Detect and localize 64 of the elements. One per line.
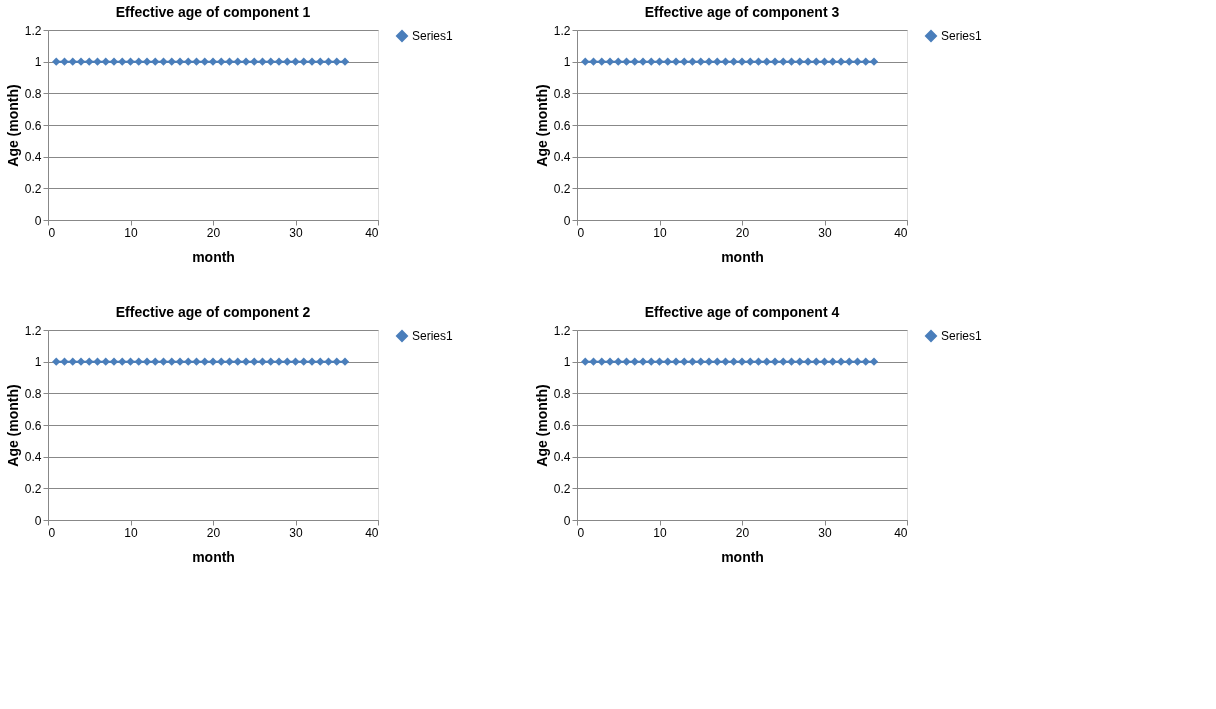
x-tick-label: 30 [818,525,832,540]
y-tick-label: 0.8 [24,86,42,101]
y-tick-label: 0 [34,213,42,228]
x-tick-label: 40 [894,525,908,540]
chart-title: Effective age of component 4 [644,304,840,320]
y-tick-label: 0.6 [553,118,571,133]
legend-label: Series1 [941,29,983,43]
y-tick-label: 1 [563,355,571,370]
y-tick-label: 0.4 [553,450,571,465]
y-tick-label: 0.4 [24,450,42,465]
y-axis-title: Age (month) [4,384,21,467]
y-axis-title: Age (month) [533,84,550,167]
y-tick-label: 0.6 [553,418,571,433]
x-tick-label: 30 [818,225,832,240]
x-axis-title: month [721,248,764,265]
legend-label: Series1 [941,329,983,343]
y-tick-label: 0.8 [553,86,571,101]
x-axis-title: month [192,548,235,565]
x-tick-label: 20 [735,525,750,540]
x-tick-label: 40 [365,225,379,240]
y-tick-label: 0.2 [24,181,42,196]
x-tick-label: 30 [289,225,303,240]
x-tick-label: 20 [206,225,221,240]
y-tick-label: 0.6 [24,118,42,133]
y-tick-label: 0 [34,513,42,528]
chart-title: Effective age of component 1 [115,4,311,20]
chart-title: Effective age of component 2 [115,304,311,320]
x-axis-title: month [721,548,764,565]
x-tick-label: 0 [577,225,585,240]
x-tick-label: 10 [653,225,667,240]
x-tick-label: 10 [124,225,138,240]
x-tick-label: 30 [289,525,303,540]
x-tick-label: 0 [48,525,56,540]
y-tick-label: 1.2 [553,23,571,38]
x-tick-label: 20 [206,525,221,540]
x-tick-label: 10 [124,525,138,540]
y-tick-label: 1.2 [553,323,571,338]
x-tick-label: 40 [365,525,379,540]
y-tick-label: 0.2 [553,481,571,496]
y-tick-label: 0.8 [553,386,571,401]
x-axis-title: month [192,248,235,265]
y-tick-label: 1 [563,55,571,70]
y-tick-label: 0.8 [24,386,42,401]
y-tick-label: 0.2 [24,481,42,496]
y-tick-label: 1 [34,55,42,70]
y-tick-label: 0 [563,213,571,228]
y-tick-label: 0.4 [553,150,571,165]
y-tick-label: 0.6 [24,418,42,433]
y-tick-label: 0 [563,513,571,528]
chart-title: Effective age of component 3 [644,4,840,20]
y-tick-label: 1.2 [24,23,42,38]
y-tick-label: 0.4 [24,150,42,165]
y-tick-label: 0.2 [553,181,571,196]
legend-label: Series1 [412,329,454,343]
x-tick-label: 40 [894,225,908,240]
y-axis-title: Age (month) [533,384,550,467]
y-tick-label: 1.2 [24,323,42,338]
y-axis-title: Age (month) [4,84,21,167]
x-tick-label: 10 [653,525,667,540]
x-tick-label: 0 [48,225,56,240]
x-tick-label: 20 [735,225,750,240]
x-tick-label: 0 [577,525,585,540]
y-tick-label: 1 [34,355,42,370]
legend-label: Series1 [412,29,454,43]
